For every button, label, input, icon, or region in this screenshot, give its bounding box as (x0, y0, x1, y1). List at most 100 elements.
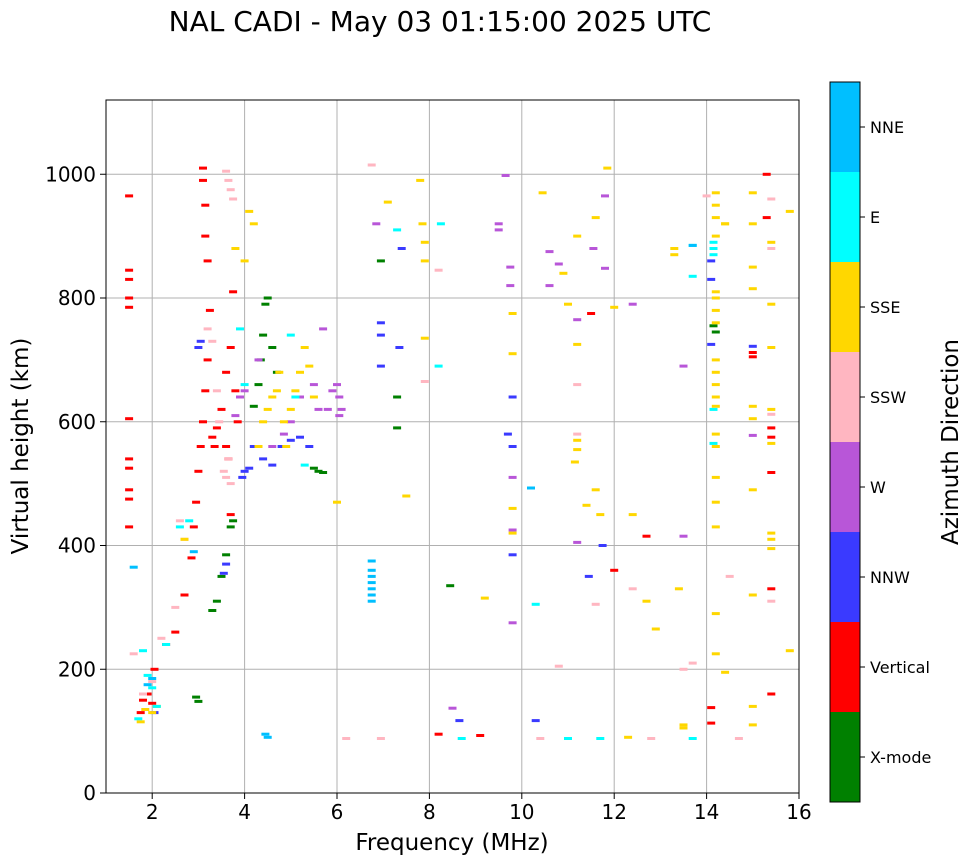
echo-point-sse (418, 222, 427, 226)
echo-point-e (134, 717, 143, 721)
echo-point-vertical (125, 277, 134, 281)
echo-point-sse (711, 383, 720, 387)
x-tick-label: 12 (601, 800, 626, 824)
echo-point-vertical (226, 513, 235, 517)
echo-point-w (268, 445, 277, 448)
echo-point-sse (767, 441, 776, 445)
echo-point-vertical (707, 706, 716, 710)
echo-point-nne (367, 559, 376, 563)
echo-point-sse (767, 302, 776, 306)
echo-point-e (152, 704, 161, 708)
echo-point-x-mode (194, 699, 203, 703)
echo-point-w (309, 383, 318, 387)
echo-point-sse (748, 404, 757, 408)
echo-point-e (688, 274, 697, 278)
echo-point-ssw (215, 420, 224, 424)
echo-point-sse (333, 500, 341, 504)
echo-point-sse (711, 296, 720, 300)
y-tick-label: 600 (58, 410, 96, 434)
echo-point-nnw (286, 438, 295, 442)
colorbar-label: Azimuth Direction (938, 339, 964, 545)
echo-point-sse (141, 708, 150, 711)
plot-background (106, 100, 799, 793)
echo-point-sse (136, 720, 145, 724)
echo-point-sse (711, 475, 720, 479)
echo-point-w (508, 475, 517, 479)
echo-point-w (323, 407, 332, 411)
y-tick-label: 400 (58, 534, 96, 558)
echo-point-vertical (767, 435, 776, 439)
echo-point-sse (748, 265, 757, 269)
echo-point-w (240, 389, 249, 393)
echo-point-sse (259, 420, 268, 424)
echo-point-w (554, 262, 563, 266)
echo-point-nne (129, 565, 138, 569)
x-tick-label: 10 (509, 800, 534, 824)
echo-point-sse (570, 460, 579, 464)
echo-point-sse (383, 200, 392, 204)
echo-point-vertical (192, 500, 201, 504)
echo-point-sse (508, 531, 517, 535)
echo-point-nnw (395, 346, 404, 349)
x-tick-label: 14 (694, 800, 719, 824)
echo-point-e (236, 327, 244, 331)
echo-point-ssw (434, 268, 443, 272)
echo-point-w (448, 706, 457, 710)
echo-point-sse (573, 438, 582, 442)
echo-point-sse (767, 531, 776, 535)
echo-point-sse (679, 723, 688, 727)
echo-point-x-mode (393, 426, 402, 430)
echo-point-vertical (180, 593, 189, 597)
echo-point-sse (591, 216, 600, 220)
echo-point-nnw (508, 445, 517, 448)
colorbar-tick-label: X-mode (870, 748, 931, 767)
echo-point-sse (748, 191, 757, 195)
scatter-marks (125, 163, 794, 740)
echo-point-sse (711, 321, 720, 325)
echo-point-sse (711, 404, 720, 408)
echo-point-sse (591, 488, 600, 492)
echo-point-w (494, 222, 503, 226)
echo-point-e (286, 333, 295, 337)
echo-point-sse (402, 494, 411, 498)
echo-point-ssw (212, 389, 221, 393)
echo-point-nnw (376, 364, 385, 368)
echo-point-e (436, 222, 445, 226)
echo-point-w (335, 395, 344, 399)
echo-point-x-mode (222, 553, 231, 557)
echo-point-sse (582, 503, 591, 507)
echo-point-e (143, 673, 152, 677)
echo-point-ssw (573, 383, 582, 387)
echo-point-sse (711, 500, 720, 504)
x-tick-label: 8 (423, 800, 436, 824)
echo-point-e (688, 737, 697, 740)
echo-point-w (573, 540, 582, 544)
echo-point-e (709, 247, 718, 250)
echo-point-sse (508, 352, 517, 356)
echo-point-ssw (591, 602, 600, 606)
echo-point-ssw (702, 194, 711, 198)
chart-title: NAL CADI - May 03 01:15:00 2025 UTC (169, 5, 712, 38)
echo-point-sse (573, 342, 582, 346)
y-tick-label: 0 (83, 781, 96, 805)
echo-point-sse (721, 670, 730, 674)
echo-point-e (531, 602, 540, 606)
echo-point-sse (254, 445, 263, 448)
echo-point-x-mode (192, 695, 201, 699)
echo-point-w (279, 432, 288, 436)
echo-point-x-mode (268, 346, 277, 349)
echo-point-sse (416, 178, 425, 182)
echo-point-sse (767, 537, 776, 541)
echo-point-vertical (610, 568, 619, 572)
echo-point-w (372, 222, 381, 226)
echo-point-sse (785, 209, 794, 213)
echo-point-e (291, 395, 300, 399)
echo-point-nnw (219, 571, 228, 575)
colorbar-tick-label: SSW (870, 388, 906, 407)
echo-point-sse (711, 216, 720, 220)
echo-point-sse (642, 599, 651, 603)
echo-point-ssw (628, 587, 637, 591)
echo-point-sse (309, 395, 318, 399)
echo-point-e (148, 686, 157, 690)
echo-point-sse (624, 735, 633, 739)
